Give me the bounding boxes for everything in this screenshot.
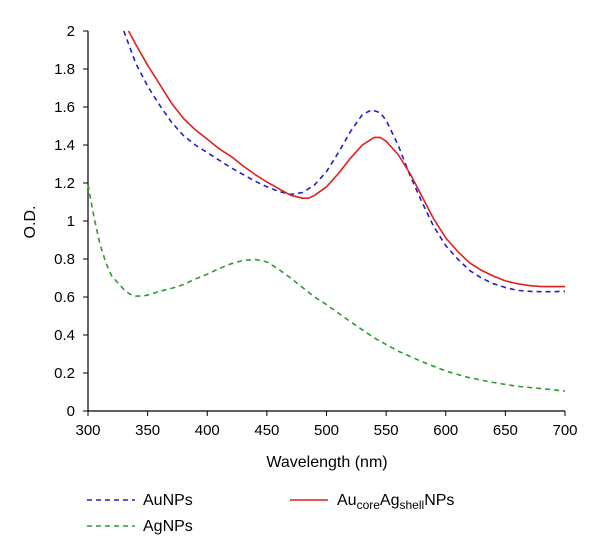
- legend-label-part-nps: NPs: [424, 492, 454, 509]
- y-tick-label: 0.6: [54, 289, 75, 306]
- y-tick-label: 0.2: [54, 365, 75, 382]
- y-tick-label: 2: [67, 23, 75, 40]
- x-tick-label: 600: [433, 422, 458, 439]
- legend-item-aunps: AuNPs: [87, 492, 193, 509]
- x-axis-label: Wavelength (nm): [266, 454, 387, 471]
- y-tick-label: 1.6: [54, 99, 75, 116]
- legend-label-agnps: AgNPs: [143, 518, 193, 535]
- x-tick-label: 450: [254, 422, 279, 439]
- x-tick-label: 550: [374, 422, 399, 439]
- x-tick-label: 700: [552, 422, 577, 439]
- series-line-aucoreagshellnps: [127, 30, 565, 288]
- series-layer: [87, 30, 566, 392]
- legend-label-part-core: core: [357, 498, 381, 512]
- y-ticks: 0 0.2 0.4 0.6 0.8 1 1.2 1.4 1.6 1.8 2: [54, 23, 88, 420]
- legend-item-agnps: AgNPs: [87, 518, 193, 535]
- legend-item-aucore-agshell: AucoreAgshellNPs: [290, 492, 454, 512]
- x-tick-label: 500: [314, 422, 339, 439]
- x-tick-label: 300: [75, 422, 100, 439]
- x-tick-label: 400: [195, 422, 220, 439]
- x-tick-label: 350: [135, 422, 160, 439]
- x-ticks: 300 350 400 450 500 550 600 650 700: [75, 411, 578, 439]
- x-tick-label: 650: [493, 422, 518, 439]
- legend-label-part-ag: Ag: [380, 492, 400, 509]
- plot-area: 300 350 400 450 500 550 600 650 700 0 0.2 0.4 0.6 0.…: [54, 23, 577, 439]
- legend: AuNPs AgNPs AucoreAgshellNPs: [87, 492, 454, 535]
- y-tick-label: 1.2: [54, 175, 75, 192]
- legend-label-part-au: Au: [337, 492, 357, 509]
- y-tick-label: 0.8: [54, 251, 75, 268]
- series-line-aunps: [123, 30, 566, 293]
- legend-label-aucore-agshell: AucoreAgshellNPs: [337, 492, 454, 512]
- y-tick-label: 1: [67, 213, 75, 230]
- y-tick-label: 0.4: [54, 327, 75, 344]
- legend-label-part-shell: shell: [400, 498, 425, 512]
- legend-label-aunps: AuNPs: [143, 492, 193, 509]
- series-line-agnps: [87, 184, 566, 392]
- y-tick-label: 0: [67, 403, 75, 420]
- y-axis-label: O.D.: [22, 206, 39, 239]
- y-tick-label: 1.4: [54, 137, 75, 154]
- y-tick-label: 1.8: [54, 61, 75, 78]
